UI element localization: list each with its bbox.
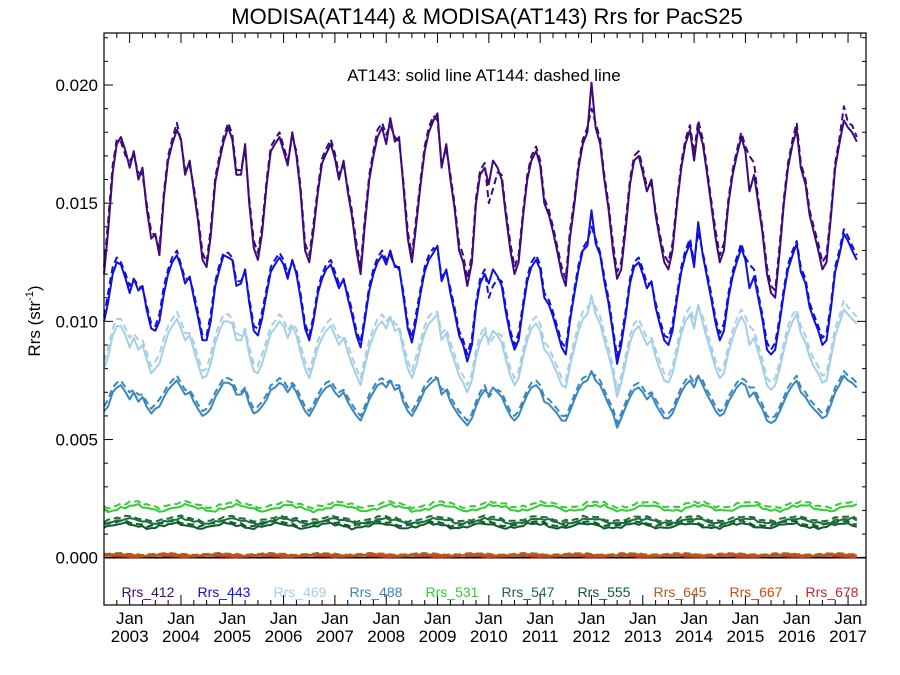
plot-frame	[103, 32, 867, 606]
x-tick-label-month: Jan	[783, 609, 810, 628]
x-tick-label-month: Jan	[578, 609, 605, 628]
x-tick-label-year: 2016	[778, 627, 816, 646]
line-style-annotation: AT143: solid line AT144: dashed line	[347, 66, 620, 85]
x-tick-label-year: 2007	[316, 627, 354, 646]
y-tick-label: 0.010	[55, 312, 98, 331]
x-tick-label-year: 2010	[470, 627, 508, 646]
y-axis-label-close: )	[25, 285, 44, 291]
legend-item-rrs_555: Rrs_555	[578, 584, 631, 600]
legend-item-rrs_667: Rrs_667	[730, 584, 783, 600]
y-tick-label: 0.000	[55, 549, 98, 568]
y-axis-label-text: Rrs (str-1)	[24, 285, 44, 356]
x-tick-label-year: 2015	[727, 627, 765, 646]
x-tick-label-year: 2012	[573, 627, 611, 646]
legend-item-rrs_547: Rrs_547	[502, 584, 555, 600]
y-axis-label: Rrs (str-1)	[24, 285, 44, 356]
rrs_488-at144-dashed-line	[103, 370, 858, 424]
rrs_443-at143-solid-line	[103, 209, 858, 365]
y-axis-label-main: Rrs (str	[25, 301, 44, 357]
x-tick-label-month: Jan	[373, 609, 400, 628]
legend-item-rrs_469: Rrs_469	[274, 584, 327, 600]
x-tick-label-year: 2017	[829, 627, 867, 646]
x-tick-label-month: Jan	[167, 609, 194, 628]
rrs_412-at143-solid-line	[103, 81, 858, 299]
x-tick-label-month: Jan	[270, 609, 297, 628]
legend: Rrs_412 Rrs_443 Rrs_469 Rrs_488 Rrs_531 Rrs_5…	[122, 584, 859, 600]
x-tick-label-month: Jan	[732, 609, 759, 628]
legend-item-rrs_678: Rrs_678	[806, 584, 859, 600]
x-tick-label-month: Jan	[116, 609, 143, 628]
legend-item-rrs_412: Rrs_412	[122, 584, 175, 600]
legend-item-rrs_488: Rrs_488	[350, 584, 403, 600]
legend-item-rrs_443: Rrs_443	[198, 584, 251, 600]
x-tick-label-month: Jan	[629, 609, 656, 628]
rrs_531-at143-solid-line	[103, 502, 858, 514]
x-tick-label-year: 2011	[522, 627, 559, 646]
x-tick-label-year: 2009	[419, 627, 457, 646]
y-tick-label: 0.005	[55, 431, 98, 450]
legend-item-rrs_531: Rrs_531	[426, 584, 479, 600]
legend-item-rrs_645: Rrs_645	[654, 584, 707, 600]
rrs_645-at143-solid-line	[103, 552, 857, 557]
x-tick-label-month: Jan	[321, 609, 348, 628]
x-tick-label-year: 2014	[675, 627, 713, 646]
rrs_412-at144-dashed-line	[103, 105, 858, 292]
rrs_547-at143-solid-line	[103, 516, 858, 526]
rrs_469-at144-dashed-line	[103, 299, 858, 391]
rrs_547-at144-dashed-line	[103, 514, 858, 524]
rrs_531-at144-dashed-line	[103, 499, 857, 510]
chart-title: MODISA(AT144) & MODISA(AT143) Rrs for Pa…	[231, 4, 742, 29]
x-tick-label-year: 2005	[213, 627, 251, 646]
x-tick-label-month: Jan	[475, 609, 502, 628]
y-tick-label: 0.020	[55, 76, 98, 95]
x-tick-label-year: 2008	[367, 627, 405, 646]
x-tick-label-year: 2003	[111, 627, 149, 646]
y-tick-label: 0.015	[55, 194, 98, 213]
x-tick-label-month: Jan	[834, 609, 861, 628]
x-tick-label-month: Jan	[526, 609, 553, 628]
x-tick-label-year: 2004	[162, 627, 200, 646]
series-layer	[103, 81, 866, 559]
rrs_469-at143-solid-line	[103, 294, 858, 398]
x-tick-label-month: Jan	[680, 609, 707, 628]
x-tick-label-month: Jan	[219, 609, 246, 628]
axes-layer: 0.0000.0050.0100.0150.020Jan2003Jan2004J…	[55, 33, 867, 646]
rrs_555-at143-solid-line	[103, 521, 858, 531]
rrs_488-at143-solid-line	[103, 370, 858, 429]
x-tick-label-year: 2013	[624, 627, 662, 646]
x-tick-label-year: 2006	[265, 627, 303, 646]
x-tick-label-month: Jan	[424, 609, 451, 628]
y-axis-label-superscript: -1	[24, 291, 36, 301]
